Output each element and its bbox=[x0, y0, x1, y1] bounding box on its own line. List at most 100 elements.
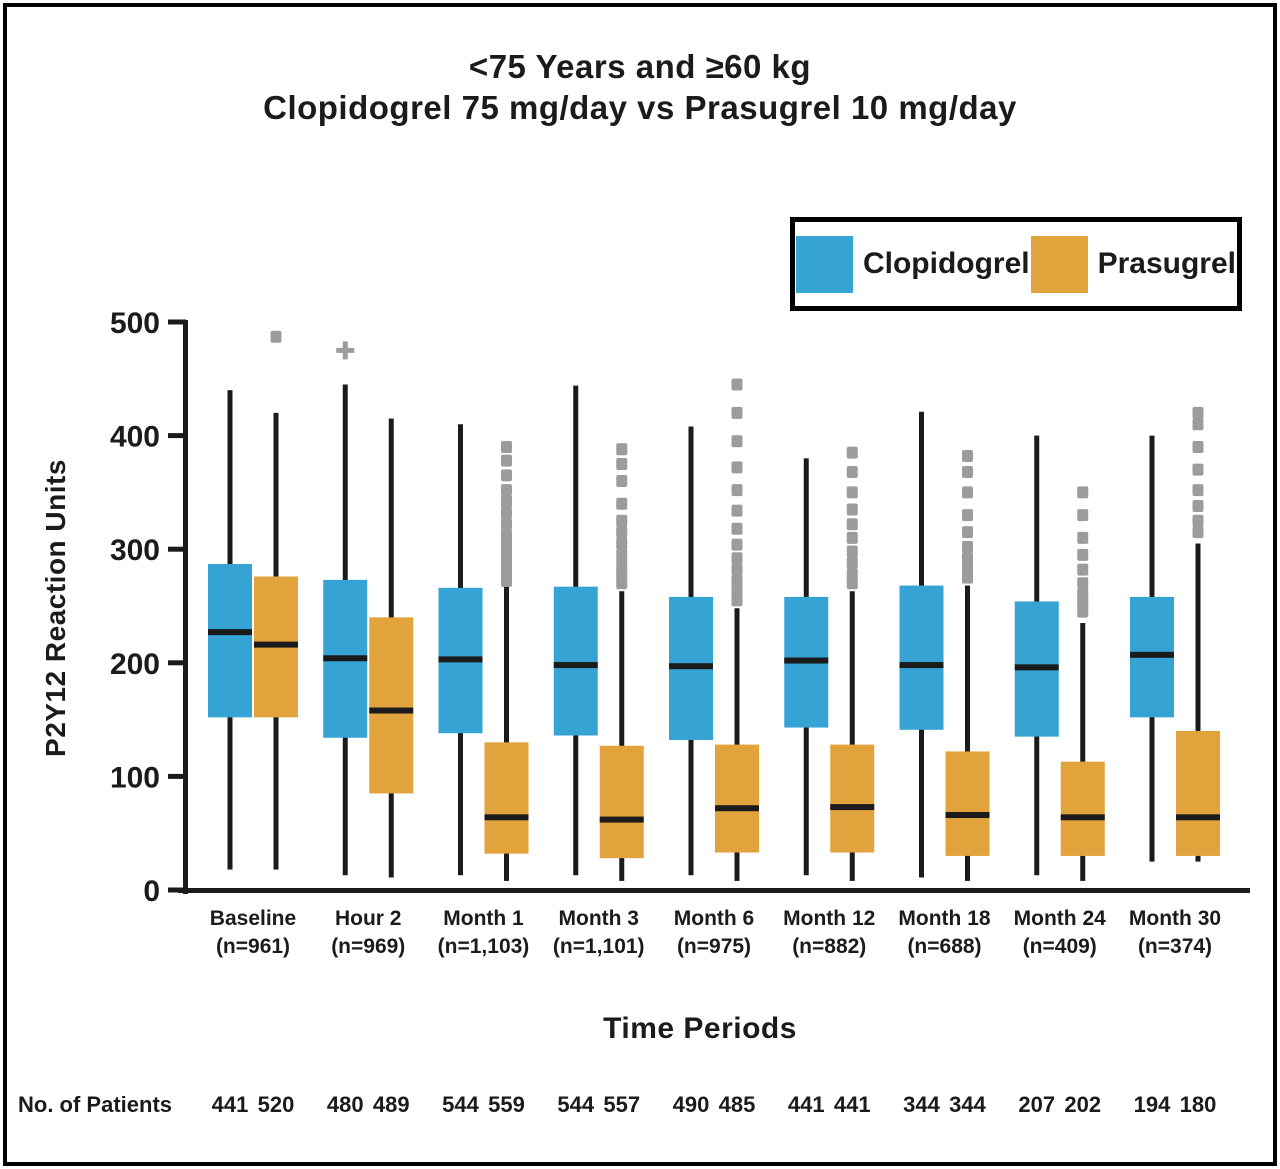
count-prasugrel: 344 bbox=[949, 1092, 986, 1117]
whisker-prasugrel-month-30 bbox=[1195, 543, 1201, 862]
x-tick-label: Month 24 bbox=[1014, 907, 1106, 930]
outlier-icon bbox=[846, 518, 858, 531]
outlier-icon bbox=[501, 506, 512, 519]
y-tick bbox=[168, 887, 186, 893]
x-axis-title: Time Periods bbox=[603, 1012, 797, 1045]
whisker-prasugrel-month-3 bbox=[619, 591, 625, 881]
median-clopidogrel-month-3 bbox=[553, 662, 598, 669]
outlier-icon bbox=[1077, 563, 1089, 576]
outlier-icon bbox=[501, 454, 512, 467]
legend-label-clopidogrel: Clopidogrel bbox=[862, 247, 1030, 280]
outlier-icon bbox=[1077, 588, 1089, 601]
x-tick-sublabel: (n=882) bbox=[792, 935, 866, 958]
outlier-icon bbox=[616, 577, 628, 590]
outlier-icon bbox=[731, 484, 743, 497]
outlier-icon bbox=[962, 540, 973, 553]
outlier-icon bbox=[846, 446, 858, 459]
y-tick bbox=[168, 319, 186, 325]
outlier-icon bbox=[1192, 406, 1204, 419]
median-clopidogrel-month-24 bbox=[1014, 664, 1059, 671]
legend-item-prasugrel: Prasugrel bbox=[1030, 235, 1236, 293]
legend: Clopidogrel Prasugrel bbox=[790, 217, 1242, 311]
count-prasugrel: 559 bbox=[488, 1092, 525, 1117]
x-tick-sublabel: (n=688) bbox=[907, 935, 981, 958]
chart-title: <75 Years and ≥60 kg Clopidogrel 75 mg/d… bbox=[0, 46, 1280, 128]
outlier-icon bbox=[1192, 463, 1204, 476]
median-prasugrel-hour-2 bbox=[369, 707, 414, 714]
y-axis-line bbox=[183, 320, 188, 894]
x-tick-label: Month 1 bbox=[443, 907, 524, 930]
outlier-icon bbox=[1192, 500, 1204, 513]
outlier-icon bbox=[846, 577, 858, 590]
outlier-icon bbox=[1077, 577, 1089, 590]
outlier-icon bbox=[846, 465, 858, 478]
x-tick-label: Month 30 bbox=[1129, 907, 1221, 930]
box-clopidogrel-month-18 bbox=[899, 585, 944, 730]
outlier-icon bbox=[616, 568, 628, 581]
outlier-icon bbox=[501, 469, 512, 482]
median-clopidogrel-hour-2 bbox=[323, 655, 368, 662]
outlier-icon bbox=[731, 563, 743, 576]
y-tick-label: 300 bbox=[110, 534, 160, 567]
outlier-icon bbox=[731, 594, 743, 607]
outlier-icon bbox=[962, 526, 973, 539]
outlier-icon bbox=[731, 461, 743, 474]
whisker-prasugrel-month-24 bbox=[1080, 623, 1086, 881]
x-tick-sublabel: (n=1,103) bbox=[438, 935, 530, 958]
outlier-icon bbox=[501, 547, 512, 560]
count-clopidogrel: 441 bbox=[212, 1092, 249, 1117]
x-tick-label: Month 18 bbox=[898, 907, 990, 930]
box-prasugrel-month-12 bbox=[830, 744, 875, 853]
legend-item-clopidogrel: Clopidogrel bbox=[795, 235, 1030, 293]
outlier-icon bbox=[501, 495, 512, 508]
x-tick-label: Month 6 bbox=[674, 907, 754, 930]
count-prasugrel: 441 bbox=[834, 1092, 871, 1117]
outlier-icon bbox=[1192, 418, 1204, 431]
y-tick bbox=[168, 660, 186, 666]
outlier-icon bbox=[731, 538, 743, 551]
y-tick-label: 500 bbox=[110, 307, 160, 340]
median-prasugrel-month-1 bbox=[484, 814, 529, 821]
outlier-icon bbox=[846, 531, 858, 544]
median-prasugrel-month-24 bbox=[1060, 814, 1105, 821]
outlier-icon bbox=[342, 341, 348, 360]
count-clopidogrel: 544 bbox=[557, 1092, 594, 1117]
median-prasugrel-month-30 bbox=[1176, 814, 1220, 821]
median-clopidogrel-baseline bbox=[208, 629, 252, 636]
outlier-icon bbox=[616, 443, 628, 456]
median-clopidogrel-month-30 bbox=[1130, 651, 1174, 658]
median-clopidogrel-month-1 bbox=[438, 656, 483, 663]
patient-counts-row-label: No. of Patients bbox=[18, 1092, 173, 1117]
outlier-icon bbox=[1077, 486, 1089, 499]
median-prasugrel-month-6 bbox=[715, 805, 759, 812]
box-clopidogrel-month-3 bbox=[553, 586, 598, 736]
outlier-icon bbox=[846, 568, 858, 581]
count-prasugrel: 557 bbox=[603, 1092, 640, 1117]
outlier-icon bbox=[962, 552, 973, 565]
x-tick-label: Month 12 bbox=[783, 907, 875, 930]
outlier-icon bbox=[846, 545, 858, 558]
x-tick-sublabel: (n=409) bbox=[1023, 935, 1097, 958]
outlier-icon bbox=[616, 514, 628, 527]
outlier-icon bbox=[616, 497, 628, 510]
whisker-prasugrel-month-1 bbox=[504, 586, 509, 881]
median-prasugrel-month-12 bbox=[830, 804, 875, 811]
median-clopidogrel-month-18 bbox=[899, 662, 944, 669]
whisker-prasugrel-month-12 bbox=[849, 591, 855, 881]
x-tick-label: Month 3 bbox=[559, 907, 639, 930]
x-tick-label: Hour 2 bbox=[335, 907, 402, 930]
outlier-icon bbox=[731, 435, 743, 448]
x-tick-sublabel: (n=975) bbox=[677, 935, 751, 958]
count-clopidogrel: 441 bbox=[788, 1092, 825, 1117]
outlier-icon bbox=[846, 486, 858, 499]
box-prasugrel-hour-2 bbox=[369, 617, 414, 794]
outlier-icon bbox=[731, 585, 743, 598]
outlier-icon bbox=[501, 518, 512, 531]
x-tick-sublabel: (n=374) bbox=[1138, 935, 1212, 958]
x-tick-label: Baseline bbox=[210, 907, 296, 930]
outlier-icon bbox=[731, 575, 743, 588]
outlier-icon bbox=[501, 538, 512, 551]
box-clopidogrel-baseline bbox=[208, 563, 252, 718]
median-clopidogrel-month-12 bbox=[784, 657, 829, 664]
